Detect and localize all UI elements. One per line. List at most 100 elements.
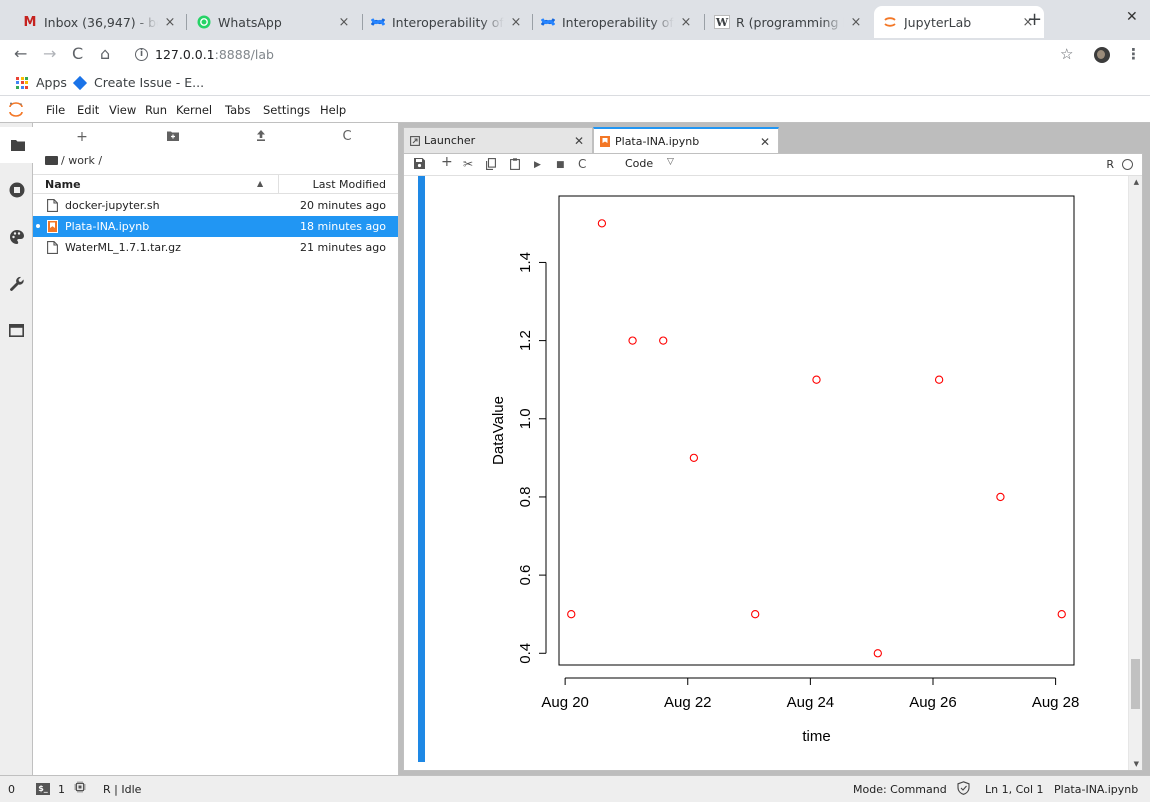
terminal-count[interactable]: 1 [58,783,65,796]
close-icon[interactable]: × [338,14,350,30]
notebook-icon [600,136,610,147]
close-icon[interactable]: × [680,14,692,30]
menu-kernel[interactable]: Kernel [176,103,213,117]
close-icon[interactable]: ✕ [759,135,770,149]
address-bar: ← → C ⌂ i 127.0.0.1:8888/lab ☆ ⋮ [0,40,1150,70]
cursor-position[interactable]: Ln 1, Col 1 [985,783,1044,796]
back-icon[interactable]: ← [14,44,28,63]
close-icon[interactable]: × [164,14,176,30]
column-name-header[interactable]: Name [45,178,81,191]
close-icon[interactable]: ✕ [573,134,584,148]
url-field[interactable]: i 127.0.0.1:8888/lab [135,47,274,62]
menu-run[interactable]: Run [145,103,168,117]
cell-type-value: Code [625,157,654,170]
open-count[interactable]: 0 [8,783,15,796]
browser-tab-interop-1[interactable]: Interoperability of W × [362,6,532,38]
kernel-activity-icon[interactable] [74,781,86,796]
bookmark-star-icon[interactable]: ☆ [1060,45,1074,63]
breadcrumb-path[interactable]: / work / [61,154,103,167]
bookmark-label: Create Issue - E... [94,75,205,90]
browser-tab-title: WhatsApp [218,14,282,30]
data-point [659,336,668,345]
upload-button[interactable] [249,129,273,145]
cell-selection-bar[interactable] [418,176,425,762]
x-tick-label: Aug 28 [1032,694,1080,711]
menu-view[interactable]: View [109,103,137,117]
save-icon[interactable] [414,158,425,172]
folder-icon[interactable] [45,156,58,165]
stop-icon[interactable]: ■ [556,160,565,170]
menu-help[interactable]: Help [320,103,347,117]
palette-icon [9,230,24,244]
browser-tab-gmail[interactable]: M Inbox (36,947) - bol × [14,6,186,38]
jupyter-menu-bar: File Edit View Run Kernel Tabs Settings … [0,97,1150,123]
cell-type-select[interactable]: Code ▽ [625,157,674,170]
bookmark-apps[interactable]: Apps [16,75,67,90]
sort-ascending-icon: ▲ [257,179,264,188]
browser-tab-interop-2[interactable]: Interoperability of W × [532,6,702,38]
terminal-icon[interactable]: $_ [36,783,50,795]
scroll-down-icon[interactable]: ▼ [1133,760,1139,768]
scrollbar-thumb[interactable] [1131,659,1140,709]
reload-icon[interactable]: C [72,44,84,63]
command-palette-tab[interactable] [0,219,33,255]
data-point [934,375,944,384]
close-icon[interactable]: × [850,14,862,30]
paste-icon[interactable] [510,158,520,173]
x-tick-label: Aug 24 [787,694,835,711]
trusted-shield-icon[interactable] [957,781,970,798]
x-tick-label: Aug 20 [541,694,589,711]
info-icon[interactable]: i [135,48,148,61]
cut-icon[interactable]: ✂ [463,157,474,171]
browser-tab-whatsapp[interactable]: WhatsApp × [188,6,360,38]
file-row[interactable]: WaterML_1.7.1.tar.gz 21 minutes ago [33,237,398,258]
browser-tab-wikipedia[interactable]: W R (programming lan × [706,6,872,38]
file-row[interactable]: docker-jupyter.sh 20 minutes ago [33,195,398,216]
y-tick-label: 0.8 [517,487,534,508]
kernel-name[interactable]: R [1106,158,1114,171]
tabs-panel-tab[interactable] [0,312,33,348]
browser-tab-title: Interoperability of W [392,14,504,30]
menu-edit[interactable]: Edit [77,103,100,117]
profile-avatar[interactable] [1094,47,1110,63]
kernel-status-icon [1122,159,1133,170]
y-axis-label: DataValue [490,396,507,465]
file-name: docker-jupyter.sh [65,199,160,212]
home-icon[interactable]: ⌂ [100,44,111,63]
apps-grid-icon [16,76,28,89]
column-modified-header[interactable]: Last Modified [312,178,386,191]
new-folder-icon [167,131,179,141]
close-icon[interactable]: × [1022,14,1034,30]
scroll-up-icon[interactable]: ▲ [1133,178,1139,186]
main-dock-area: Launcher ✕ Plata-INA.ipynb ✕ + ✂ [399,123,1150,775]
menu-tabs[interactable]: Tabs [225,103,251,117]
menu-file[interactable]: File [46,103,66,117]
browser-tab-jupyterlab[interactable]: JupyterLab × [874,6,1044,38]
x-tick-label: Aug 22 [664,694,712,711]
restart-icon[interactable]: C [578,157,587,171]
run-icon[interactable]: ▶ [534,160,541,170]
forward-icon[interactable]: → [43,44,57,63]
status-bar: 0 $_ 1 R | Idle Mode: Command Ln 1, Col … [0,775,1150,802]
settings-tab[interactable] [0,266,33,302]
copy-icon[interactable] [486,158,496,173]
vertical-scrollbar[interactable]: ▲ ▼ [1128,176,1142,770]
whatsapp-icon [196,14,212,30]
kernel-status[interactable]: R | Idle [103,783,142,796]
tab-launcher[interactable]: Launcher ✕ [403,127,593,153]
new-tab-icon[interactable]: + [1027,9,1043,30]
file-browser-tab[interactable] [0,127,33,163]
window-close-icon[interactable]: ✕ [1126,9,1138,25]
new-launcher-button[interactable]: + [76,129,88,145]
refresh-button[interactable]: C [342,129,352,144]
browser-menu-icon[interactable]: ⋮ [1126,45,1141,63]
close-icon[interactable]: × [510,14,522,30]
file-row[interactable]: Plata-INA.ipynb 18 minutes ago [33,216,398,237]
plot-frame [558,195,1075,666]
tab-notebook[interactable]: Plata-INA.ipynb ✕ [593,127,779,154]
bookmark-create-issue[interactable]: Create Issue - E... [72,75,204,90]
running-sessions-tab[interactable] [0,172,33,208]
insert-cell-icon[interactable]: + [441,154,453,170]
new-folder-button[interactable] [161,129,185,145]
menu-settings[interactable]: Settings [263,103,311,117]
